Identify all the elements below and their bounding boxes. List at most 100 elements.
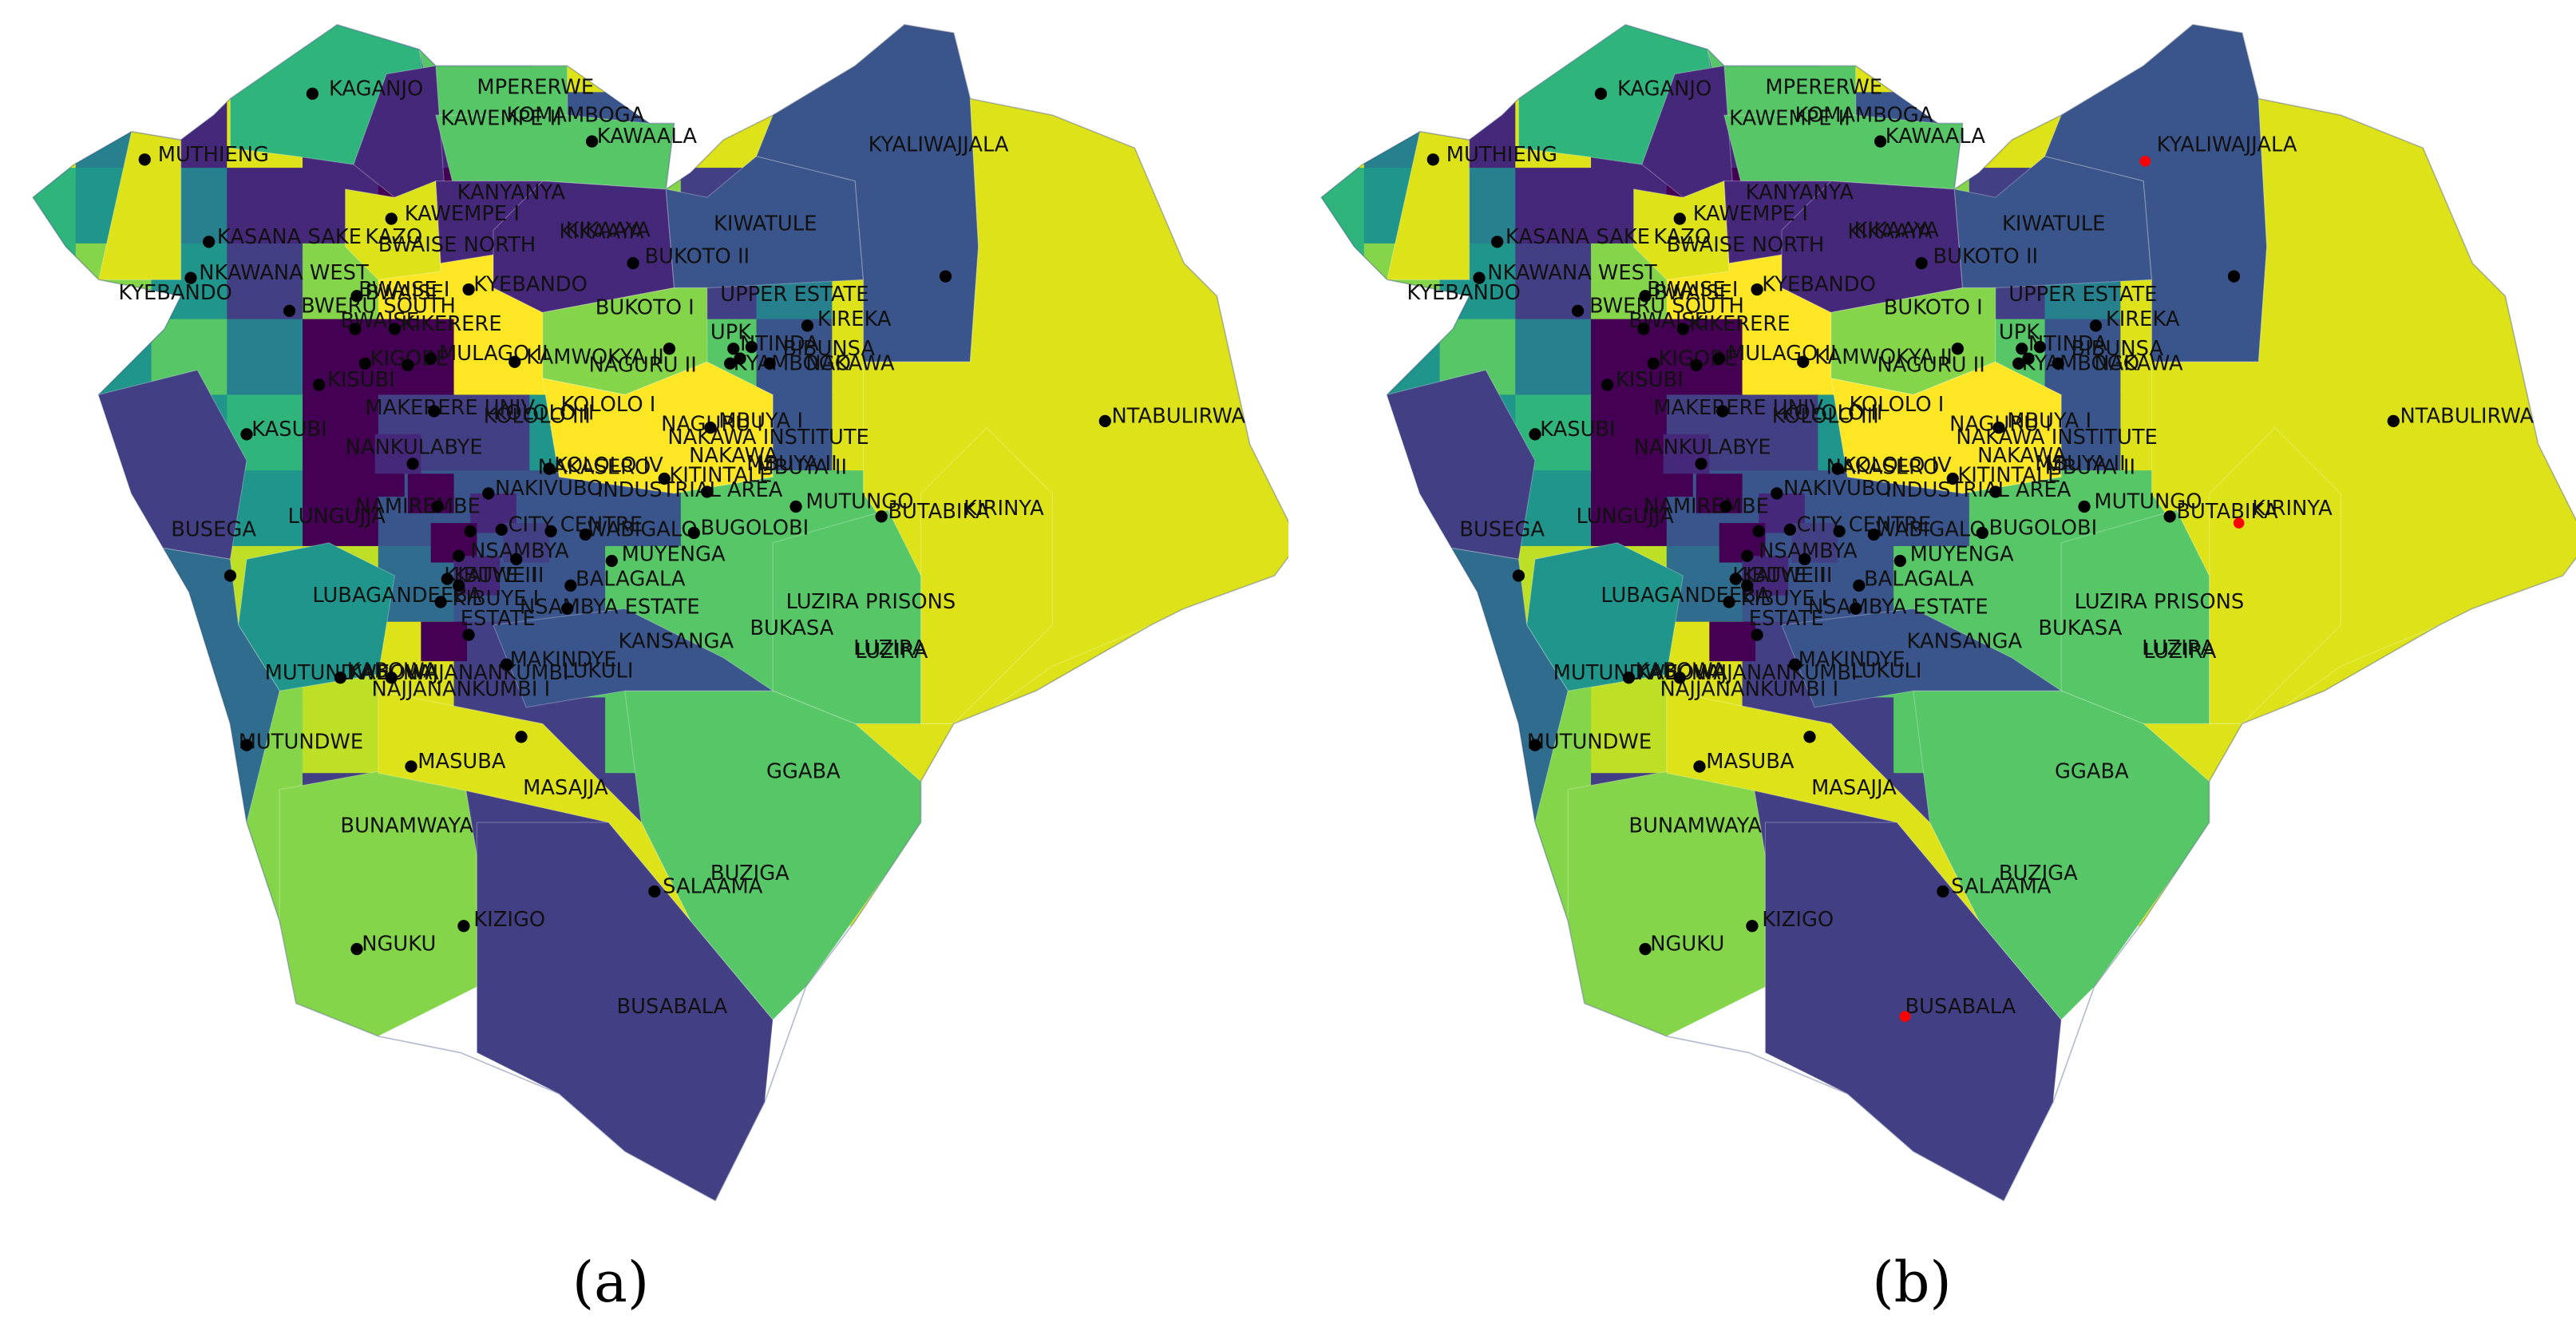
site-marker <box>801 319 814 332</box>
district-label: NAGURU II <box>588 354 696 378</box>
region-tile <box>1134 24 1213 94</box>
district-label: BUKOTO II <box>645 245 750 269</box>
site-marker <box>1741 549 1754 562</box>
district-label: KIKERERE <box>1690 312 1791 336</box>
site-marker <box>2022 352 2035 365</box>
district-label: KANSANGA <box>619 630 734 654</box>
site-marker <box>441 572 453 585</box>
region-tile <box>1058 848 1137 926</box>
site-marker <box>1751 628 1763 641</box>
district-label: LUZIRA PRISONS <box>786 590 956 614</box>
site-marker <box>543 462 556 475</box>
site-marker <box>704 421 717 434</box>
district-label: KYALIWAJJALA <box>869 133 1009 157</box>
district-label: BWAISE NORTH <box>378 233 536 257</box>
district-label: KIKAAYA <box>1847 220 1933 244</box>
site-marker <box>1729 572 1742 585</box>
district-label: NAJJANANKUMBI <box>403 661 569 685</box>
region-tile <box>1709 621 1756 662</box>
region-tile <box>2271 697 2349 775</box>
region-tile <box>1363 697 1442 775</box>
region-bunamwaya <box>1567 755 1767 1037</box>
site-marker <box>1946 472 1959 485</box>
district-label: KIREKA <box>2106 307 2180 331</box>
region-tile <box>453 394 532 473</box>
caption-b: (b) <box>1872 1250 1952 1315</box>
district-label: KOLOLO IV <box>1842 454 1952 477</box>
site-marker <box>434 596 447 608</box>
site-marker <box>1693 760 1706 773</box>
region-tile <box>1363 848 1442 926</box>
region-tile <box>2423 621 2501 699</box>
district-label: KAWEMPE I <box>1693 202 1808 226</box>
district-label: ESTATE <box>461 607 536 631</box>
district-label: GGABA <box>766 759 841 783</box>
district-label: KIBUYE I <box>1741 587 1828 611</box>
site-marker <box>724 357 737 370</box>
region-tile <box>2196 848 2273 926</box>
site-marker <box>1601 378 1614 391</box>
district-label: UPPER ESTATE <box>2008 283 2157 307</box>
district-label: KAMWOKYA II <box>1814 345 1953 369</box>
district-label: KISUBI <box>327 368 395 392</box>
region-tile <box>2271 773 2349 851</box>
district-label: MBUYA II <box>757 455 847 479</box>
district-label: LUNGUJJA <box>1577 505 1675 529</box>
region-tile <box>1210 168 1288 245</box>
site-marker <box>1771 487 1783 500</box>
district-label: NAKAWA INSTITUTE <box>667 426 869 450</box>
site-marker <box>544 525 557 538</box>
site-marker <box>1098 414 1111 427</box>
district-label: KAMWOKYA II <box>526 345 664 369</box>
district-label: MUYENGA <box>622 542 726 566</box>
site-marker <box>658 472 671 485</box>
district-label: MBUYA II <box>746 452 837 476</box>
region-tile <box>1210 24 1288 94</box>
site-marker-red <box>1899 1011 1911 1022</box>
site-marker-red <box>2233 517 2245 529</box>
district-label: NAKAWA <box>689 444 778 468</box>
site-markers <box>138 87 1111 956</box>
site-marker <box>1803 731 1816 743</box>
site-marker <box>1594 87 1608 101</box>
site-marker <box>1989 485 2002 498</box>
region-tile <box>1321 243 1366 321</box>
region-tile <box>1134 621 1213 699</box>
site-marker <box>1752 525 1765 538</box>
site-marker <box>406 458 419 470</box>
site-marker <box>1529 739 1541 751</box>
region-kololo-i <box>542 361 774 494</box>
region-tile <box>1134 848 1213 926</box>
district-label: KAWEMPE I <box>405 202 520 226</box>
region-tile <box>33 470 77 548</box>
region-tile <box>1363 773 1442 851</box>
district-label: UPK <box>710 320 752 344</box>
site-marker <box>306 87 319 101</box>
region-tile <box>227 168 305 245</box>
site-marker <box>2078 500 2091 513</box>
district-label: NAKAWA INSTITUTE <box>1956 426 2157 450</box>
region-tile <box>1134 697 1213 775</box>
site-marker <box>2033 341 2047 354</box>
region-tile <box>1439 697 1518 775</box>
district-label: KOLOLO II <box>1782 401 1883 425</box>
region-tile <box>1321 621 1366 699</box>
district-label: KOLOLO III <box>484 404 591 428</box>
region-tile <box>1321 545 1366 624</box>
caption-a: (a) <box>572 1250 650 1315</box>
region-tile <box>503 523 550 563</box>
site-marker <box>402 359 414 371</box>
district-label: LUZIRA <box>855 640 928 664</box>
site-marker <box>457 920 470 933</box>
region-tile <box>2499 621 2576 699</box>
region-tile <box>1321 470 1366 548</box>
site-marker <box>1639 942 1652 956</box>
district-label: BWAISE NORTH <box>1667 233 1824 257</box>
site-marker <box>1798 553 1811 566</box>
district-label: KIKAAYA <box>566 219 651 243</box>
site-marker <box>663 343 676 355</box>
site-marker <box>579 528 592 541</box>
district-label: NTABULIRWA <box>2400 404 2534 428</box>
district-label: KANYANYA <box>457 180 566 204</box>
district-label: KITINTALE <box>1957 464 2060 488</box>
